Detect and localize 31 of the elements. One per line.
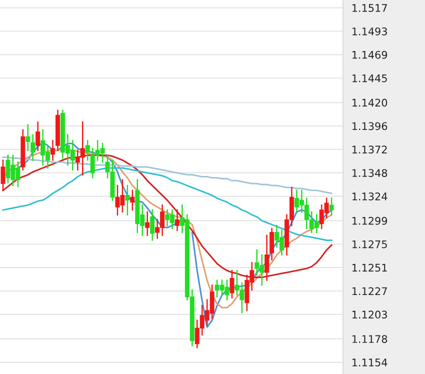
y-tick-label: 1.1275 [352,240,387,248]
candlestick [26,124,30,152]
candlestick [130,190,135,211]
y-tick-label: 1.1493 [352,27,387,36]
candlestick [145,211,150,236]
candlestick [125,184,130,216]
candlestick [264,234,270,281]
candlestick [30,134,36,161]
y-tick-label: 1.1154 [352,358,388,366]
y-tick-label: 1.1469 [352,50,388,59]
y-tick-label: 1.1227 [352,287,387,295]
candlestick [230,270,234,298]
candlestick [36,121,40,152]
candlestick [50,140,56,161]
y-tick-label: 1.1396 [352,122,388,130]
y-tick-label: 1.1203 [352,310,387,319]
candlestick [329,198,334,216]
y-tick-label: 1.1299 [352,216,388,225]
y-tick-label: 1.1420 [352,98,388,107]
candlestick [174,209,180,232]
y-tick-label: 1.1445 [352,74,387,82]
candlestick [85,140,90,161]
y-tick-label: 1.1372 [352,146,387,154]
candlestick [0,160,6,192]
y-tick-label: 1.1348 [352,169,388,177]
candlestick [150,209,155,241]
candlestick [270,228,274,260]
y-tick-label: 1.1178 [352,335,388,343]
y-tick-label: 1.1324 [352,192,388,200]
y-tick-label: 1.1251 [352,264,387,272]
y-tick-label: 1.1517 [352,4,387,12]
